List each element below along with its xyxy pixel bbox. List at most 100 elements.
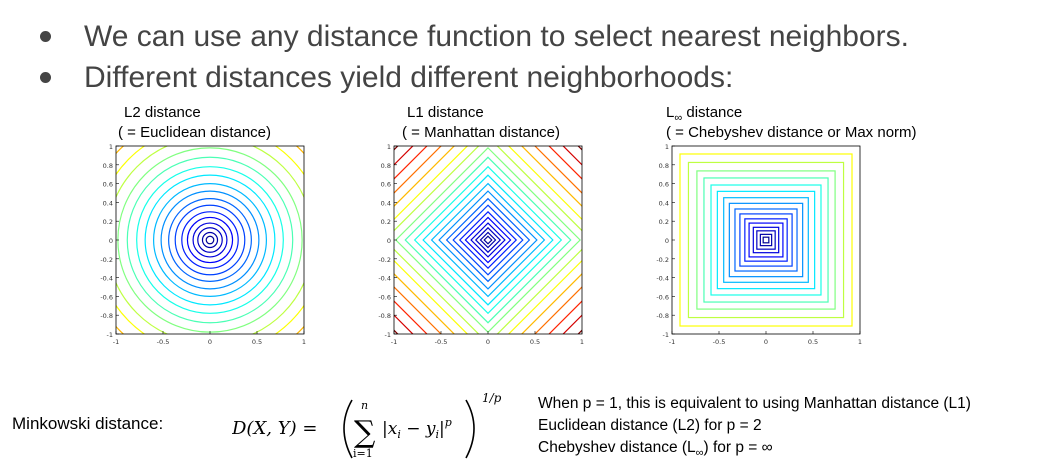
contour-line xyxy=(696,170,836,310)
contour-line xyxy=(464,216,512,264)
bullet-dot-icon xyxy=(40,72,51,83)
contour-line xyxy=(752,226,780,254)
minkowski-formula: D(X, Y) = n ∑ i=1 |xi − yi|p 1/p xyxy=(232,391,502,460)
linf-title-letter: L xyxy=(666,104,675,121)
plot-frame xyxy=(671,145,861,335)
y-tick-label: 1 xyxy=(109,143,113,151)
y-tick-label: -0.6 xyxy=(656,293,669,301)
y-tick-label: 0.6 xyxy=(381,181,391,189)
contour-line xyxy=(186,216,234,264)
y-tick-label: -0.6 xyxy=(378,293,391,301)
minkowski-label: Minkowski distance: xyxy=(12,414,164,433)
x-tick-label: 0.5 xyxy=(530,338,540,346)
formula-lhs: D(X, Y) = xyxy=(232,418,317,439)
bullet-list: We can use any distance function to sele… xyxy=(38,16,909,98)
y-tick-label: 0.6 xyxy=(659,181,669,189)
x-tick-label: 1 xyxy=(858,338,862,346)
contour-line xyxy=(716,190,816,290)
panel-linf-title: L∞ distance xyxy=(666,103,742,128)
contour-group xyxy=(679,153,853,327)
contour-line xyxy=(756,230,776,250)
y-tick-label: -0.2 xyxy=(378,256,391,264)
contour-line xyxy=(168,198,252,282)
panel-l2-subtitle: ( = Euclidean distance) xyxy=(118,124,272,141)
x-tick-label: -0.5 xyxy=(435,338,448,346)
contour-line xyxy=(474,226,502,254)
contour-group xyxy=(116,146,304,334)
contour-line xyxy=(174,204,246,276)
y-tick-label: -0.8 xyxy=(100,312,113,320)
formula-exponent: 1/p xyxy=(482,391,502,405)
contour-line xyxy=(739,213,793,267)
y-tick-label: 0.4 xyxy=(381,199,391,207)
bullet-item: Different distances yield different neig… xyxy=(38,57,909,98)
sum-upper-limit: n xyxy=(361,399,368,412)
infinity-subscript: ∞ xyxy=(674,112,683,124)
contour-line xyxy=(394,146,582,334)
formula-term: |xi − yi|p xyxy=(382,416,452,441)
y-tick-label: -0.4 xyxy=(378,275,391,283)
contour-line xyxy=(422,174,554,306)
bullet-dot-icon xyxy=(40,31,51,42)
y-tick-label: 1 xyxy=(387,143,391,151)
contour-line xyxy=(160,190,260,290)
contour-line xyxy=(687,161,845,319)
note-line-3-suffix: ) for p = ∞ xyxy=(703,439,773,456)
contour-line xyxy=(703,177,829,303)
contour-line xyxy=(734,208,798,272)
bullet-text: Different distances yield different neig… xyxy=(84,61,734,94)
y-tick-label: 0 xyxy=(665,237,669,245)
x-tick-label: -0.5 xyxy=(713,338,726,346)
y-tick-label: 0.6 xyxy=(103,181,113,189)
left-paren-icon xyxy=(343,399,353,459)
right-paren-icon xyxy=(465,399,475,459)
contour-line xyxy=(728,202,804,278)
y-tick-label: 0.4 xyxy=(103,199,113,207)
x-tick-label: 0 xyxy=(208,338,212,346)
y-tick-label: 0.8 xyxy=(659,162,669,170)
contour-line xyxy=(679,153,853,327)
y-tick-label: -0.6 xyxy=(100,293,113,301)
contour-line xyxy=(152,182,268,298)
y-tick-label: -1 xyxy=(107,331,113,339)
contour-line xyxy=(394,146,582,334)
contour-line xyxy=(430,182,546,298)
contour-group xyxy=(394,146,582,334)
y-tick-label: 0.4 xyxy=(659,199,669,207)
y-tick-label: 1 xyxy=(665,143,669,151)
panel-l1-title: L1 distance xyxy=(407,104,484,121)
y-tick-label: -0.8 xyxy=(378,312,391,320)
notes-block: When p = 1, this is equivalent to using … xyxy=(538,393,971,464)
y-tick-label: -0.4 xyxy=(100,275,113,283)
contour-line xyxy=(479,231,497,249)
panel-linf-subtitle: ( = Chebyshev distance or Max norm) xyxy=(666,124,917,141)
contour-line xyxy=(744,218,788,262)
contour-line xyxy=(116,146,304,334)
contour-line xyxy=(445,197,531,283)
contour-line xyxy=(413,165,563,315)
contour-line xyxy=(723,197,809,283)
y-tick-label: 0.2 xyxy=(103,218,113,226)
contour-line xyxy=(458,210,518,270)
y-tick-label: -0.2 xyxy=(656,256,669,264)
note-line-2: Euclidean distance (L2) for p = 2 xyxy=(538,417,762,434)
x-tick-label: 0.5 xyxy=(808,338,818,346)
contour-line xyxy=(759,233,773,247)
x-tick-label: 1 xyxy=(302,338,306,346)
x-tick-label: 0 xyxy=(486,338,490,346)
y-tick-label: -1 xyxy=(663,331,669,339)
contour-line xyxy=(470,222,506,258)
bullet-item: We can use any distance function to sele… xyxy=(38,16,909,57)
plot-frame xyxy=(115,145,305,335)
contour-line xyxy=(201,231,219,249)
y-tick-label: -1 xyxy=(385,331,391,339)
panel-l2-title: L2 distance xyxy=(124,104,201,121)
note-line-1: When p = 1, this is equivalent to using … xyxy=(538,395,971,412)
contour-line xyxy=(181,211,239,269)
y-tick-label: 0.2 xyxy=(659,218,669,226)
note-line-3: Chebyshev distance (L∞) for p = ∞ xyxy=(538,437,971,464)
plot-frame xyxy=(393,145,583,335)
x-tick-label: -0.5 xyxy=(157,338,170,346)
infinity-subscript: ∞ xyxy=(695,447,704,460)
panel-l1-subtitle: ( = Manhattan distance) xyxy=(402,124,561,141)
